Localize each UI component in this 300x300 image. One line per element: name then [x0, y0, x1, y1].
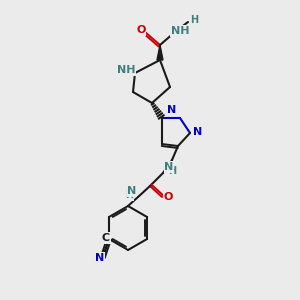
- Text: NH: NH: [117, 65, 135, 75]
- Text: O: O: [163, 192, 173, 202]
- Text: H: H: [125, 190, 133, 200]
- Text: O: O: [136, 25, 146, 35]
- Text: NH: NH: [171, 26, 189, 36]
- Text: N: N: [95, 253, 105, 263]
- Text: N: N: [128, 186, 136, 196]
- Text: H: H: [168, 166, 176, 176]
- Text: H: H: [190, 15, 198, 25]
- Text: N: N: [167, 105, 177, 115]
- Text: N: N: [164, 162, 174, 172]
- Polygon shape: [157, 45, 163, 60]
- Text: C: C: [102, 233, 110, 243]
- Text: N: N: [194, 127, 202, 137]
